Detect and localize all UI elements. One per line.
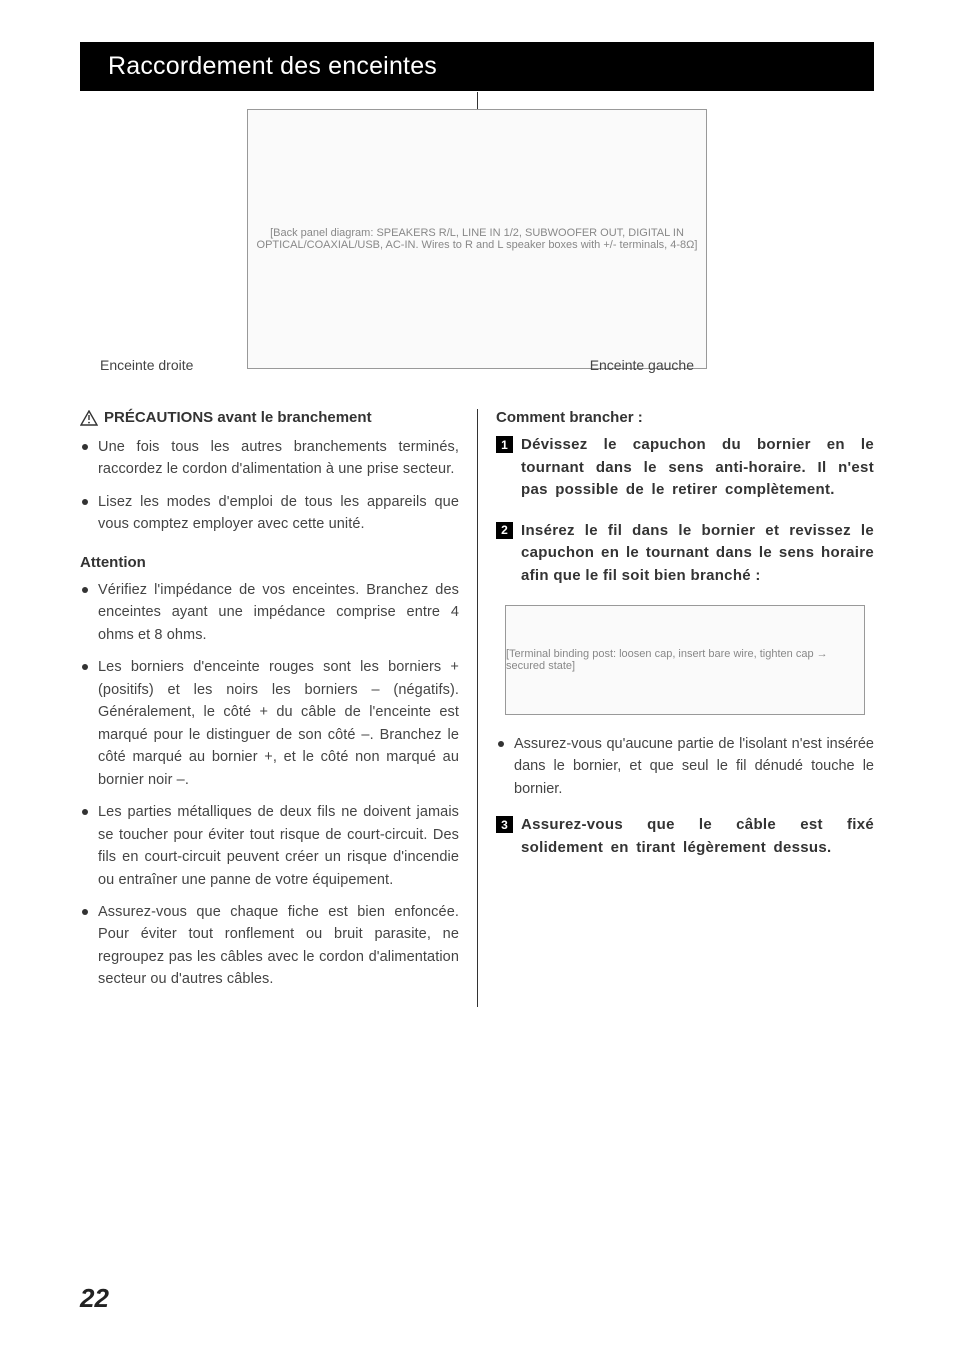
step-2: 2 Insérez le fil dans le bornier et revi… bbox=[496, 520, 874, 588]
rear-panel-diagram: [Back panel diagram: SPEAKERS R/L, LINE … bbox=[247, 109, 707, 369]
list-item: Lisez les modes d'emploi de tous les app… bbox=[80, 491, 459, 536]
right-speaker-label: Enceinte gauche bbox=[590, 357, 694, 373]
left-column: PRÉCAUTIONS avant le branchement Une foi… bbox=[80, 409, 477, 1007]
step-number-2-icon: 2 bbox=[496, 522, 513, 539]
list-item: Vérifiez l'impédance de vos enceintes. B… bbox=[80, 579, 459, 646]
precautions-heading: PRÉCAUTIONS avant le branchement bbox=[80, 409, 459, 426]
terminal-diagram: [Terminal binding post: loosen cap, inse… bbox=[505, 605, 865, 715]
left-speaker-label: Enceinte droite bbox=[100, 357, 193, 373]
right-column: Comment brancher : 1 Dévissez le capucho… bbox=[477, 409, 874, 1007]
step-number-3-icon: 3 bbox=[496, 816, 513, 833]
attention-heading: Attention bbox=[80, 554, 459, 571]
wiring-diagram-area: [Back panel diagram: SPEAKERS R/L, LINE … bbox=[80, 109, 874, 369]
attention-list: Vérifiez l'impédance de vos enceintes. B… bbox=[80, 579, 459, 991]
howto-heading: Comment brancher : bbox=[496, 409, 874, 426]
list-item: Assurez-vous que chaque fiche est bien e… bbox=[80, 901, 459, 991]
page-title: Raccordement des enceintes bbox=[80, 42, 874, 91]
warning-icon bbox=[80, 410, 98, 426]
list-item: Les borniers d'enceinte rouges sont les … bbox=[80, 656, 459, 791]
precautions-list: Une fois tous les autres branchements te… bbox=[80, 436, 459, 536]
step-3: 3 Assurez-vous que le câble est fixé sol… bbox=[496, 814, 874, 859]
step-1-text: Dévissez le capuchon du bornier en le to… bbox=[521, 434, 874, 502]
page-number: 22 bbox=[80, 1283, 109, 1314]
list-item: Une fois tous les autres branchements te… bbox=[80, 436, 459, 481]
list-item: Assurez-vous qu'aucune partie de l'isola… bbox=[496, 733, 874, 800]
step-1: 1 Dévissez le capuchon du bornier en le … bbox=[496, 434, 874, 502]
list-item: Les parties métalliques de deux fils ne … bbox=[80, 801, 459, 891]
step-number-1-icon: 1 bbox=[496, 436, 513, 453]
step-2-note-list: Assurez-vous qu'aucune partie de l'isola… bbox=[496, 733, 874, 800]
step-2-text: Insérez le fil dans le bornier et reviss… bbox=[521, 520, 874, 588]
precautions-heading-text: PRÉCAUTIONS avant le branchement bbox=[104, 409, 372, 426]
step-3-text: Assurez-vous que le câble est fixé solid… bbox=[521, 814, 874, 859]
